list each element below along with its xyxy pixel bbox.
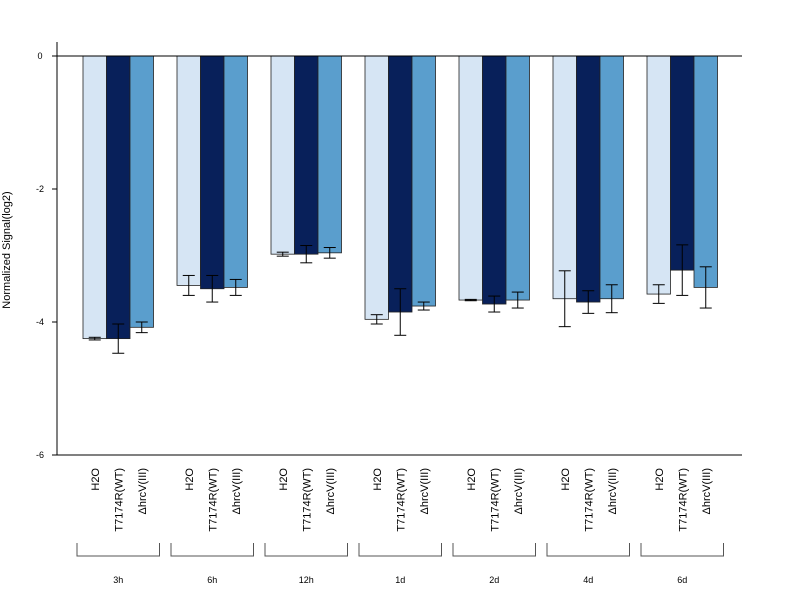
group-bracket (264, 543, 348, 557)
x-category-label: H2O (560, 468, 572, 491)
bar (646, 55, 671, 295)
x-category-label: H2O (372, 468, 384, 491)
bar (223, 55, 248, 288)
x-category-label: ΔhrcV(III) (137, 468, 149, 514)
x-category-label: ΔhrcV(III) (231, 468, 243, 514)
bar (458, 55, 483, 301)
x-category-label: ΔhrcV(III) (701, 468, 713, 514)
group-label: 3h (113, 575, 123, 585)
y-tick-label: -2 (36, 184, 44, 194)
group-bracket (76, 543, 160, 557)
x-category-label: H2O (278, 468, 290, 491)
x-category-label: H2O (184, 468, 196, 491)
group-label: 12h (299, 575, 314, 585)
x-category-label: H2O (466, 468, 478, 491)
y-tick-label: -6 (36, 450, 44, 460)
y-tick-label: 0 (37, 51, 42, 61)
bar (270, 55, 295, 255)
x-category-label: T7174R(WT) (301, 468, 313, 532)
group-label: 6h (207, 575, 217, 585)
bar (294, 55, 319, 255)
error-bar-layer (88, 244, 712, 354)
x-category-label: H2O (654, 468, 666, 491)
group-bracket (170, 543, 254, 557)
x-category-label: ΔhrcV(III) (607, 468, 619, 514)
x-category-label: T7174R(WT) (207, 468, 219, 532)
x-category-label: ΔhrcV(III) (325, 468, 337, 514)
bar (200, 55, 225, 290)
group-label: 4d (583, 575, 593, 585)
bar (482, 55, 507, 305)
bar (670, 55, 695, 271)
group-label: 2d (489, 575, 499, 585)
bar (599, 55, 624, 300)
y-axis-label: Normalized Signal(log2) (1, 191, 13, 308)
bar (364, 55, 389, 320)
bar (82, 55, 107, 340)
x-category-label: ΔhrcV(III) (419, 468, 431, 514)
bar (106, 55, 131, 340)
bar (317, 55, 342, 254)
group-bracket (452, 543, 536, 557)
bar (388, 55, 413, 313)
x-category-label: T7174R(WT) (677, 468, 689, 532)
x-category-label: T7174R(WT) (395, 468, 407, 532)
x-category-label: H2O (90, 468, 102, 491)
y-tick-label: -4 (36, 317, 44, 327)
group-bracket (358, 543, 442, 557)
bar (576, 55, 601, 303)
x-category-label: ΔhrcV(III) (513, 468, 525, 514)
group-bracket (546, 543, 630, 557)
bar (411, 55, 436, 307)
category-labels: H2O T7174R(WT) ΔhrcV(III) 3h H2O T7174R(WT) Δh… (76, 468, 724, 585)
group-label: 1d (395, 575, 405, 585)
bar (176, 55, 201, 286)
group-bracket (640, 543, 724, 557)
bar-layer (82, 55, 718, 340)
bar (693, 55, 718, 288)
bar (129, 55, 154, 328)
x-category-label: T7174R(WT) (489, 468, 501, 532)
axes: 0 -2 -4 -6 (36, 42, 742, 460)
bar (552, 55, 577, 300)
x-category-label: T7174R(WT) (583, 468, 595, 532)
bar (505, 55, 530, 301)
x-category-label: T7174R(WT) (113, 468, 125, 532)
group-label: 6d (677, 575, 687, 585)
